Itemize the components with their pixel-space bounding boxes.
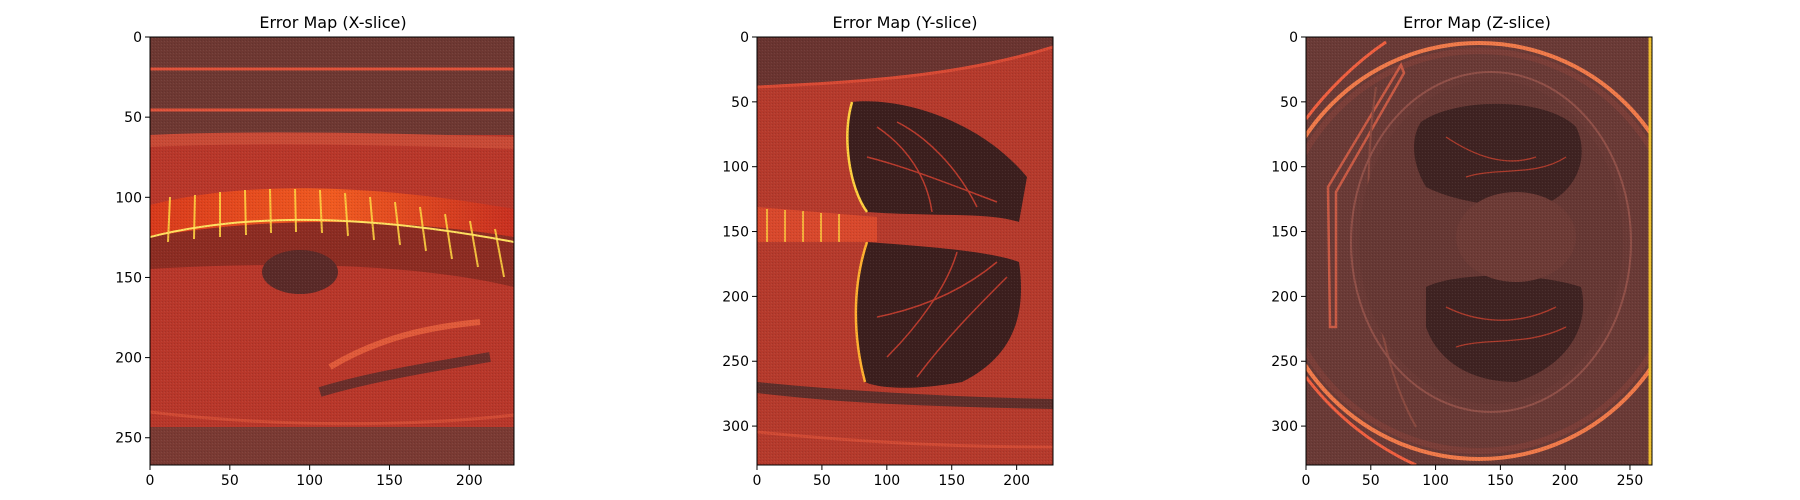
plot-area-frame — [149, 36, 515, 466]
x-tick-label: 200 — [1552, 473, 1579, 489]
error-map-x-slice-panel: Error Map (X-slice) — [115, 13, 515, 489]
error-map-y-slice-panel: Error Map (Y-slice) — [722, 13, 1054, 489]
x-tick-label: 200 — [456, 473, 483, 489]
x-tick-label: 250 — [1617, 473, 1644, 489]
x-tick-label: 200 — [1003, 473, 1030, 489]
chart-title: Error Map (Y-slice) — [833, 13, 978, 32]
x-tick-label: 50 — [221, 473, 239, 489]
y-tick-label: 200 — [722, 289, 749, 305]
x-tick-label: 0 — [1302, 473, 1311, 489]
plot-area-frame — [1305, 36, 1653, 466]
axis-ticks: 0 50 100 150 200 250 0 50 100 150 200 250 300 — [1271, 30, 1643, 489]
x-tick-label: 150 — [1487, 473, 1514, 489]
x-tick-label: 0 — [753, 473, 762, 489]
y-tick-label: 100 — [1271, 160, 1298, 176]
y-tick-label: 50 — [1280, 95, 1298, 111]
y-tick-label: 0 — [1289, 30, 1298, 46]
error-map-z-slice-panel: Error Map (Z-slice) 0 50 100 150 200 250 0 50 10… — [1271, 13, 1653, 489]
y-tick-label: 300 — [722, 419, 749, 435]
heatmap-image — [757, 37, 1053, 465]
y-tick-label: 0 — [133, 30, 142, 46]
x-tick-label: 100 — [873, 473, 900, 489]
y-tick-label: 100 — [722, 160, 749, 176]
x-tick-label: 100 — [296, 473, 323, 489]
y-tick-label: 50 — [124, 110, 142, 126]
x-tick-label: 150 — [938, 473, 965, 489]
y-tick-label: 0 — [740, 30, 749, 46]
x-tick-label: 0 — [146, 473, 155, 489]
x-tick-label: 100 — [1422, 473, 1449, 489]
chart-title: Error Map (Z-slice) — [1403, 13, 1551, 32]
plot-area-frame — [756, 36, 1054, 466]
heatmap-image — [1306, 37, 1652, 465]
y-tick-label: 250 — [722, 354, 749, 370]
y-tick-label: 100 — [115, 190, 142, 206]
y-tick-label: 150 — [722, 225, 749, 241]
axis-ticks: 0 50 100 150 200 0 50 100 150 200 250 300 — [722, 30, 1030, 489]
x-tick-label: 50 — [1362, 473, 1380, 489]
axis-ticks: 0 50 100 150 200 0 50 100 150 200 250 — [115, 30, 482, 489]
x-tick-label: 150 — [376, 473, 403, 489]
y-tick-label: 150 — [1271, 225, 1298, 241]
y-tick-label: 250 — [115, 431, 142, 447]
y-tick-label: 250 — [1271, 354, 1298, 370]
y-tick-label: 150 — [115, 270, 142, 286]
y-tick-label: 200 — [1271, 289, 1298, 305]
y-tick-label: 50 — [731, 95, 749, 111]
chart-title: Error Map (X-slice) — [259, 13, 406, 32]
x-tick-label: 50 — [813, 473, 831, 489]
heatmap-image — [150, 37, 514, 465]
y-tick-label: 200 — [115, 351, 142, 367]
y-tick-label: 300 — [1271, 419, 1298, 435]
